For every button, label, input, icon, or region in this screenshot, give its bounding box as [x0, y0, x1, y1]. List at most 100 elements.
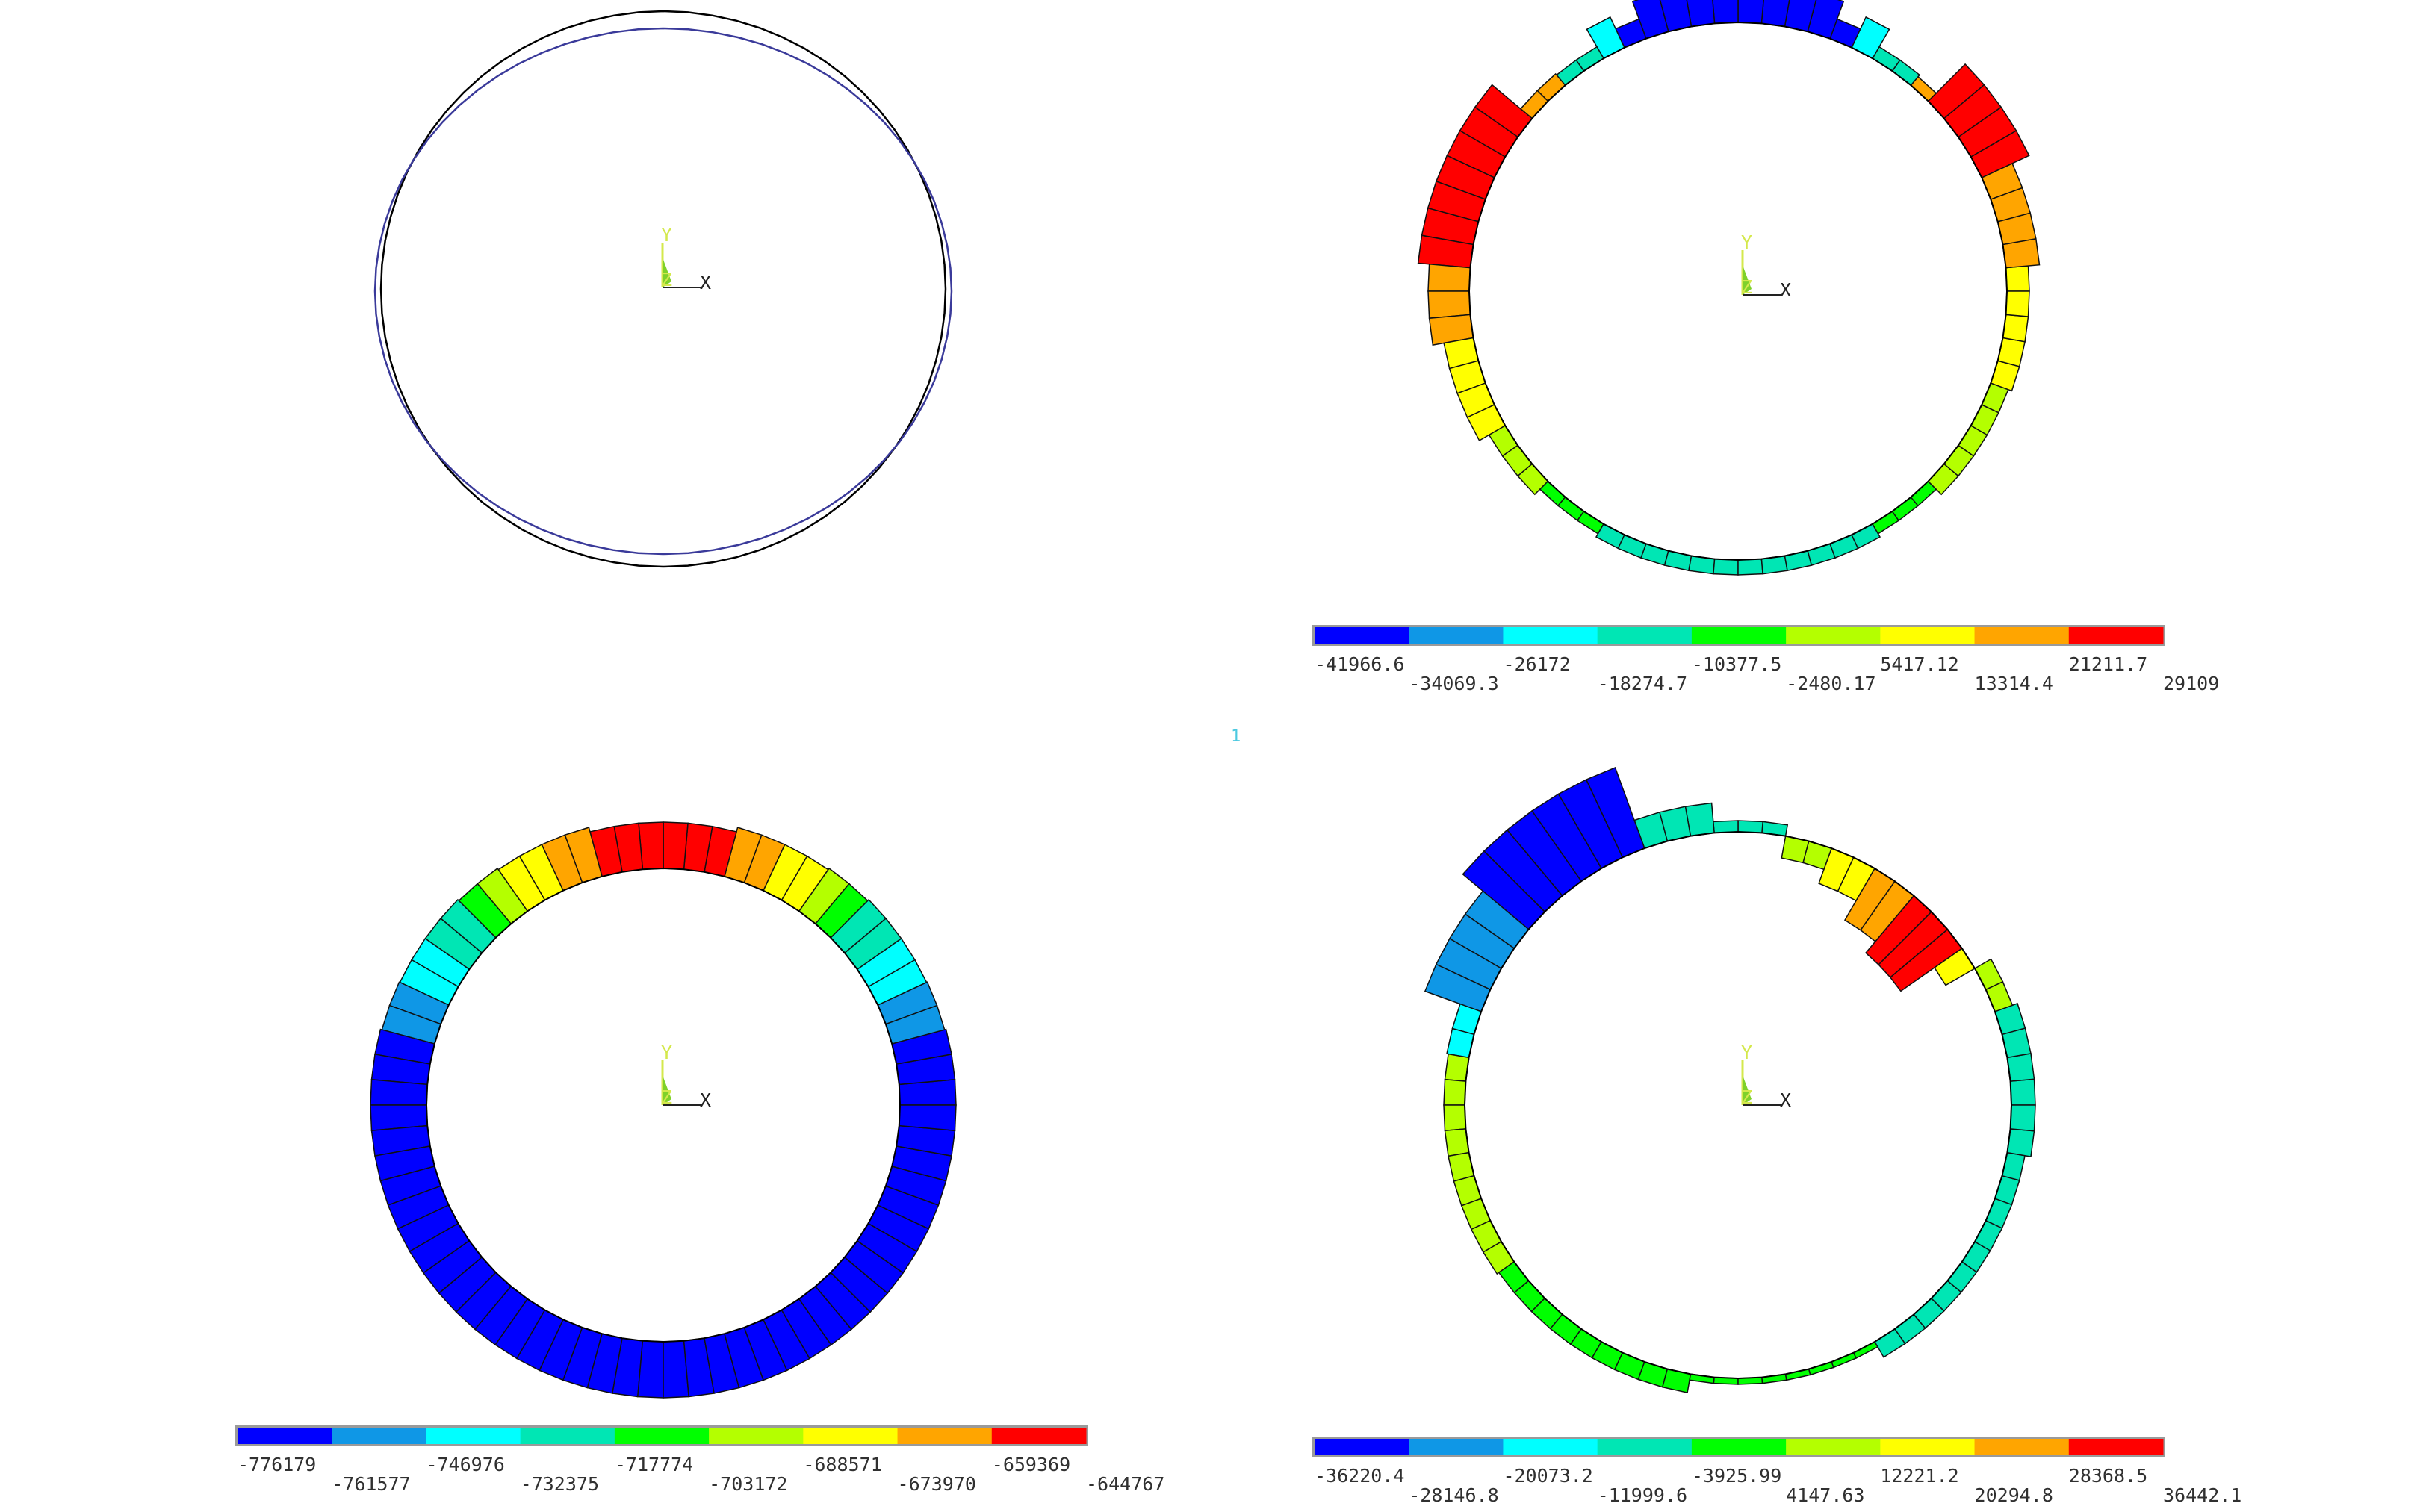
legend-value-label: 12221.2	[1880, 1465, 1958, 1487]
element-block	[1712, 820, 1739, 834]
element-block	[2005, 290, 2030, 317]
legend-value-label: -28146.8	[1409, 1484, 1498, 1506]
legend-color-swatch	[426, 1428, 521, 1444]
structure-ring	[1463, 830, 2013, 1380]
legend-color-swatch	[709, 1428, 804, 1444]
contour-legend: -36220.4 -20073.2 -3925.99 12221.2 28368.5 -2…	[1312, 1437, 2241, 1506]
legend-color-swatch	[1691, 627, 1787, 644]
element-block	[2006, 1053, 2035, 1082]
legend-color-swatch	[1880, 1439, 1976, 1455]
legend-color-swatch	[614, 1428, 710, 1444]
contour-legend: -41966.6 -26172 -10377.5 5417.12 21211.7 -340…	[1312, 625, 2219, 694]
element-block	[2009, 1078, 2036, 1106]
element-block	[1443, 1104, 1467, 1132]
element-block	[1663, 550, 1693, 572]
legend-color-swatch	[332, 1428, 426, 1444]
legend-color-swatch	[1786, 1439, 1881, 1455]
y-axis-label: Y	[1741, 1042, 1752, 1063]
legend-color-swatch	[1409, 627, 1504, 644]
element-block	[1713, 558, 1739, 576]
panel-contour-bottom-right: Y Z X -36220.4 -20073.2 -3925.99 12221.2 28368…	[1312, 767, 2241, 1506]
element-block	[2002, 314, 2029, 343]
panel-contour-top-right: Y Z X -41966.6 -26172 -10377.5 5417.12 21211.7…	[1312, 0, 2219, 694]
element-block	[370, 1078, 428, 1106]
element-block	[1427, 290, 1471, 320]
panel-contour-bottom-left: YZ X -776179 -746976 -717774 -688571 -659369-…	[235, 821, 1164, 1495]
element-block	[1427, 263, 1471, 292]
coordinate-triad: Y Z X	[661, 1042, 711, 1111]
element-block	[2006, 1128, 2035, 1157]
coordinate-triad: Y Z X	[1741, 1042, 1791, 1111]
z-axis-label: Z	[661, 269, 672, 290]
element-block	[663, 821, 689, 870]
legend-value-label: -41966.6	[1315, 653, 1404, 675]
legend-value-label: -673970	[898, 1473, 976, 1495]
y-axis-label: Y	[661, 224, 672, 246]
element-block	[636, 1340, 664, 1399]
z-axis-label: Z	[1741, 276, 1752, 298]
triad-arrow-shape	[663, 1075, 671, 1105]
legend-color-swatch	[1880, 627, 1976, 644]
legend-color-swatch	[897, 1428, 993, 1444]
element-block	[2001, 1151, 2026, 1181]
legend-value-label: -717774	[615, 1454, 693, 1475]
undeformed-shape-circle	[379, 10, 947, 568]
legend-value-label: 36442.1	[2163, 1484, 2241, 1506]
element-block	[1444, 1128, 1470, 1157]
legend-color-swatch	[2068, 1439, 2164, 1455]
element-block	[1737, 558, 1763, 576]
element-block	[1994, 1175, 2020, 1206]
coordinate-triad: Y Z X	[661, 224, 711, 293]
element-result-blocks	[1417, 0, 2041, 576]
legend-color-swatch	[1409, 1439, 1504, 1455]
legend-color-swatch	[1786, 627, 1881, 644]
legend-value-label: -776179	[238, 1454, 316, 1475]
legend-value-label: -3925.99	[1692, 1465, 1781, 1487]
legend-value-label: -688571	[803, 1454, 881, 1475]
legend-value-label: -746976	[426, 1454, 504, 1475]
legend-value-label: -26172	[1503, 653, 1570, 675]
element-block	[2005, 265, 2030, 292]
legend-color-swatch	[803, 1428, 899, 1444]
window-number: 1	[1231, 727, 1241, 746]
triad-arrow-shape	[663, 258, 671, 287]
legend-color-swatch	[1597, 627, 1693, 644]
legend-value-label: -34069.3	[1409, 673, 1498, 694]
legend-value-label: -20073.2	[1503, 1465, 1592, 1487]
legend-color-swatch	[991, 1428, 1087, 1444]
legend-value-label: -36220.4	[1315, 1465, 1404, 1487]
legend-value-label: 13314.4	[1975, 673, 2053, 694]
legend-color-swatch	[1503, 1439, 1598, 1455]
legend-value-label: 21211.7	[2069, 653, 2147, 675]
x-axis-label: X	[700, 1089, 711, 1111]
y-axis-label: Y	[661, 1042, 672, 1063]
legend-value-label: -703172	[709, 1473, 787, 1495]
legend-value-label: 5417.12	[1880, 653, 1958, 675]
legend-color-swatch	[1597, 1439, 1693, 1455]
panel-deformed-shape: Y Z X	[373, 10, 953, 568]
element-block	[1443, 1078, 1467, 1106]
legend-value-label: 20294.8	[1975, 1484, 2053, 1506]
triad-arrow-shape	[1743, 265, 1752, 295]
legend-color-swatch	[1315, 627, 1409, 644]
contour-legend: -776179 -746976 -717774 -688571 -659369 -7615…	[235, 1425, 1164, 1495]
legend-color-swatch	[520, 1428, 615, 1444]
legend-color-swatch	[1974, 1439, 2070, 1455]
element-block	[1737, 820, 1764, 834]
x-axis-label: X	[1780, 1089, 1791, 1111]
x-axis-label: X	[700, 272, 711, 293]
legend-value-label: -659369	[992, 1454, 1070, 1475]
element-block	[1852, 1341, 1879, 1360]
structure-ring	[1468, 21, 2008, 561]
legend-value-label: 4147.63	[1786, 1484, 1864, 1506]
z-axis-label: Z	[1741, 1086, 1752, 1108]
legend-color-swatch	[2068, 627, 2164, 644]
legend-color-swatch	[238, 1428, 332, 1444]
structure-ring	[425, 867, 902, 1343]
element-block	[899, 1104, 957, 1132]
element-result-blocks	[370, 821, 957, 1399]
legend-value-label: -18274.7	[1598, 673, 1687, 694]
legend-value-label: -10377.5	[1692, 653, 1781, 675]
legend-value-label: 28368.5	[2069, 1465, 2147, 1487]
